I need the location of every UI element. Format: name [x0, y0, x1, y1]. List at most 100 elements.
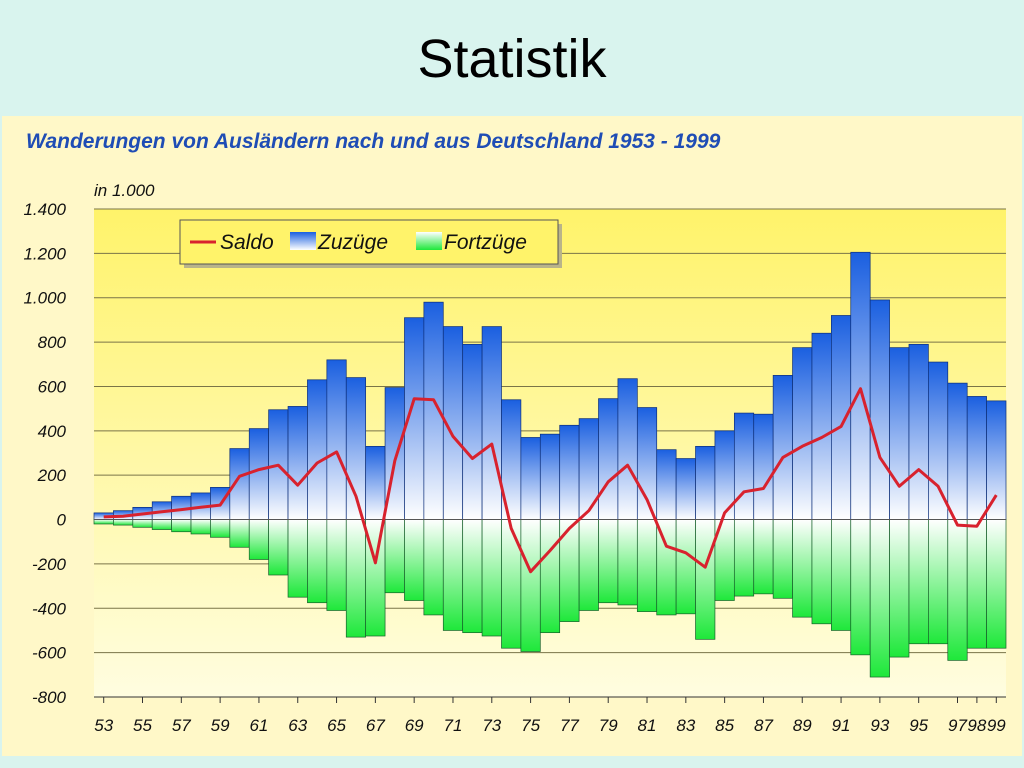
fortzuege-bar	[928, 519, 949, 645]
fortzuege-bar	[93, 519, 114, 525]
fortzuege-bar	[539, 519, 561, 634]
zuzuege-bar	[520, 437, 541, 520]
fortzuege-bar	[656, 519, 677, 616]
fortzuege-bar	[850, 519, 871, 656]
zuzuege-bar	[695, 445, 716, 520]
y-tick-label: 0	[57, 511, 67, 530]
zuzuege-bar	[831, 315, 852, 520]
fortzuege-bar	[869, 519, 890, 678]
fortzuege-bar	[947, 519, 968, 661]
x-tick-label: 85	[715, 716, 734, 735]
x-tick-label: 99	[987, 716, 1006, 735]
y-tick-label: 800	[38, 333, 67, 352]
x-tick-label: 57	[172, 716, 191, 735]
zuzuege-bar	[733, 412, 755, 520]
x-tick-label: 55	[133, 716, 152, 735]
x-tick-label: 87	[754, 716, 773, 735]
zuzuege-bar	[307, 379, 328, 520]
zuzuege-bar	[675, 458, 696, 520]
zuzuege-bar	[947, 382, 968, 520]
zuzuege-bar	[462, 343, 483, 520]
x-tick-label: 79	[599, 716, 618, 735]
y-unit-label: in 1.000	[94, 181, 155, 200]
x-tick-label: 71	[444, 716, 463, 735]
y-tick-label: 600	[38, 377, 67, 396]
fortzuege-bar	[966, 519, 987, 649]
x-tick-label: 59	[211, 716, 230, 735]
fortzuege-bar	[113, 519, 134, 526]
fortzuege-bar	[268, 519, 289, 576]
fortzuege-bar	[617, 519, 638, 606]
fortzuege-bar	[753, 519, 774, 595]
x-tick-label: 95	[909, 716, 928, 735]
legend	[179, 219, 559, 265]
fortzuege-bar	[908, 519, 929, 645]
y-tick-label: -800	[32, 688, 67, 707]
x-tick-label: 98	[967, 716, 986, 735]
zuzuege-bar	[365, 445, 386, 520]
y-tick-label: 1.400	[23, 200, 66, 219]
y-tick-label: 1.200	[23, 244, 66, 263]
fortzuege-bar	[889, 519, 910, 658]
zuzuege-bar	[481, 326, 502, 520]
x-tick-label: 61	[249, 716, 268, 735]
fortzuege-bar	[384, 519, 405, 594]
y-tick-label: 1.000	[23, 289, 66, 308]
zuzuege-bar	[559, 424, 580, 520]
zuzuege-bar	[326, 359, 347, 520]
fortzuege-bar	[229, 519, 250, 548]
x-tick-label: 97	[948, 716, 967, 735]
zuzuege-bar	[248, 428, 269, 520]
x-tick-label: 69	[405, 716, 424, 735]
x-tick-label: 83	[676, 716, 695, 735]
y-tick-label: 400	[38, 422, 67, 441]
legend-zuzuege-label: Zuzüge	[317, 231, 388, 254]
saldo-line	[103, 387, 998, 574]
fortzuege-bar	[171, 519, 192, 533]
zuzuege-bar	[539, 433, 561, 520]
x-tick-label: 81	[638, 716, 657, 735]
fortzuege-bar	[326, 519, 347, 611]
y-tick-label: -200	[32, 555, 67, 574]
fortzuege-bar	[481, 519, 502, 637]
plot-area: 1.400 1.200 1.000 800 600 400 200 0 -200 -400 -600…	[23, 200, 1007, 735]
zuzuege-bar	[656, 449, 677, 520]
zuzuege-bar	[986, 400, 1007, 520]
zuzuege-bar	[287, 406, 308, 520]
x-tick-label: 91	[832, 716, 851, 735]
fortzuege-bar	[772, 519, 793, 599]
x-tick-label: 89	[793, 716, 812, 735]
y-tick-label: 200	[37, 466, 67, 485]
zuzuege-bar	[772, 375, 793, 520]
fortzuege-bar	[404, 519, 425, 601]
fortzuege-bar	[501, 519, 522, 649]
fortzuege-bar	[151, 519, 172, 530]
fortzuege-bar	[307, 519, 328, 604]
zuzuege-bar	[908, 343, 929, 520]
fortzuege-bar	[132, 519, 153, 528]
zuzuege-bar	[753, 413, 774, 520]
x-tick-label: 93	[870, 716, 889, 735]
fortzuege-bar	[675, 519, 696, 615]
chart: Wanderungen von Ausländern nach und aus …	[23, 130, 1007, 735]
fortzuege-bar	[190, 519, 211, 535]
legend-fortzuege-label: Fortzüge	[444, 231, 527, 254]
x-tick-label: 75	[521, 716, 540, 735]
fortzuege-bar	[598, 519, 619, 604]
chart-panel: Wanderungen von Ausländern nach und aus …	[2, 116, 1022, 756]
zuzuege-bar	[578, 418, 599, 520]
slide-title: Statistik	[417, 29, 607, 89]
y-tick-label: -600	[32, 644, 67, 663]
fortzuege-bar	[248, 519, 269, 560]
fortzuege-bar	[442, 519, 464, 631]
fortzuege-bar	[462, 519, 483, 634]
fortzuege-bar	[695, 519, 716, 640]
fortzuege-bar	[831, 519, 852, 631]
legend-saldo-label: Saldo	[220, 231, 274, 254]
fortzuege-bar	[578, 519, 599, 611]
zuzuege-bar	[617, 378, 638, 520]
fortzuege-bar	[792, 519, 813, 618]
fortzuege-bar	[520, 519, 541, 652]
chart-title: Wanderungen von Ausländern nach und aus …	[26, 130, 721, 153]
legend-zuzuege-swatch	[290, 232, 316, 250]
